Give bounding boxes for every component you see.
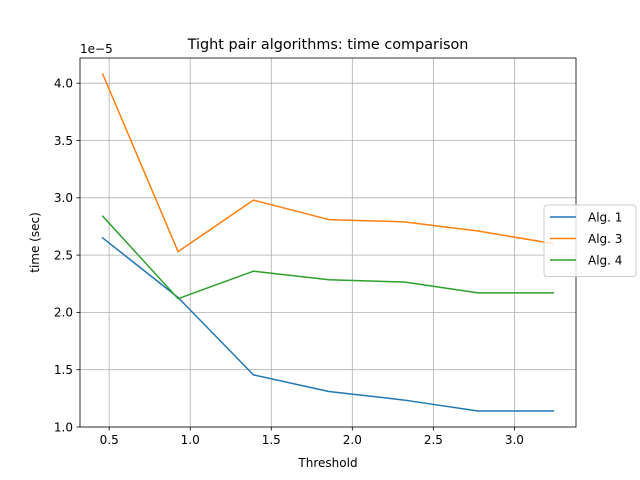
plot-area <box>80 58 576 427</box>
series-layer <box>101 73 555 412</box>
y-axis-label: time (sec) <box>28 212 42 273</box>
y-tick-label: 3.0 <box>54 191 73 205</box>
legend-label-alg-3: Alg. 3 <box>588 232 622 246</box>
y-tick-label: 2.0 <box>54 306 73 320</box>
legend-label-alg-1: Alg. 1 <box>588 210 622 224</box>
x-tick-label: 3.0 <box>505 433 524 447</box>
x-tick-label: 0.5 <box>100 433 119 447</box>
x-tick-label: 1.5 <box>262 433 281 447</box>
y-axis: 1.0 1.5 2.0 2.5 3.0 3.5 4.0 <box>54 77 80 434</box>
y-tick-label: 3.5 <box>54 134 73 148</box>
series-line-alg-3 <box>101 73 555 253</box>
x-tick-label: 1.0 <box>181 433 200 447</box>
series-line-alg-4 <box>101 215 555 300</box>
x-axis: 0.5 1.0 1.5 2.0 2.5 3.0 <box>100 427 524 447</box>
legend-box <box>543 204 637 277</box>
y-axis-offset-label: 1e−5 <box>80 42 113 56</box>
x-tick-label: 2.5 <box>424 433 443 447</box>
x-tick-label: 2.0 <box>343 433 362 447</box>
legend: Alg. 1 Alg. 3 Alg. 4 <box>543 204 637 277</box>
legend-label-alg-4: Alg. 4 <box>588 253 622 267</box>
y-tick-label: 2.5 <box>54 248 73 262</box>
y-tick-label: 4.0 <box>54 77 73 91</box>
y-tick-label: 1.0 <box>54 420 73 434</box>
x-axis-label: Threshold <box>297 456 357 470</box>
series-line-alg-1 <box>101 236 555 412</box>
y-tick-label: 1.5 <box>54 363 73 377</box>
chart-title: Tight pair algorithms: time comparison <box>187 37 469 53</box>
